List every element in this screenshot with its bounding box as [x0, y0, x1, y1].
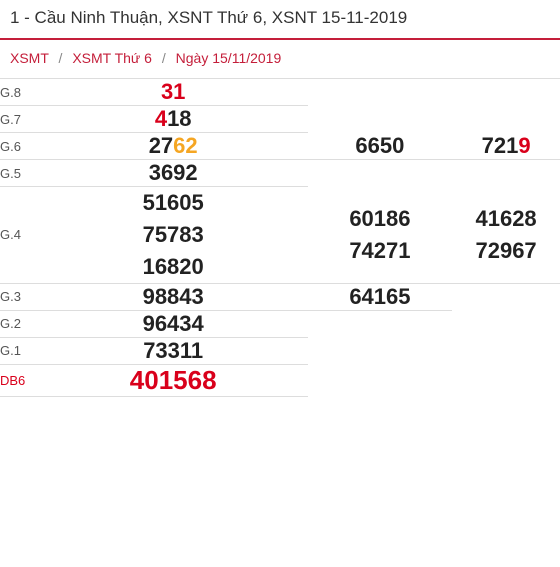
result-cell: 60186 74271	[308, 187, 453, 284]
digit-group: 64165	[349, 284, 410, 309]
breadcrumb-xsmt[interactable]: XSMT	[10, 50, 49, 66]
digit-group: 18	[167, 106, 191, 131]
breadcrumb-sep: /	[162, 50, 166, 66]
digit-group: 16820	[143, 254, 204, 279]
digit-group: 72967	[475, 238, 536, 263]
digit-group: 401568	[130, 365, 217, 395]
digit-group: 51605	[143, 190, 204, 215]
digit-group: 3692	[149, 160, 198, 185]
digit-group: 60186	[349, 206, 410, 231]
result-value: 72967	[452, 235, 560, 267]
result-value: 51605	[39, 187, 308, 219]
result-cell: 31	[39, 79, 308, 106]
row-label: G.7	[0, 106, 39, 133]
digit-group: 9	[518, 133, 530, 158]
result-value: 75783	[39, 219, 308, 251]
result-cell: 51605 75783 16820	[39, 187, 308, 284]
row-label: G.2	[0, 310, 39, 337]
breadcrumb: XSMT / XSMT Thứ 6 / Ngày 15/11/2019	[0, 40, 560, 79]
table-row: DB6 401568	[0, 364, 560, 396]
digit-group: 98843	[143, 284, 204, 309]
digit-group: 721	[482, 133, 519, 158]
digit-group: 96434	[143, 311, 204, 336]
digit-group: 31	[161, 79, 185, 104]
digit-group: 6650	[355, 133, 404, 158]
result-cell: 98843	[39, 283, 308, 310]
breadcrumb-date[interactable]: Ngày 15/11/2019	[176, 50, 282, 66]
breadcrumb-sep: /	[59, 50, 63, 66]
digit-group: 62	[173, 133, 197, 158]
result-cell: 7219	[452, 133, 560, 160]
row-label: G.5	[0, 160, 39, 187]
result-cell: 2762	[39, 133, 308, 160]
digit-group: 4	[155, 106, 167, 131]
row-label: G.1	[0, 337, 39, 364]
row-label: G.6	[0, 133, 39, 160]
digit-group: 41628	[475, 206, 536, 231]
row-label: DB6	[0, 364, 39, 396]
digit-group: 73311	[143, 338, 203, 363]
result-value: 74271	[308, 235, 453, 267]
breadcrumb-xsmt-thu6[interactable]: XSMT Thứ 6	[72, 50, 152, 66]
page-title: 1 - Cầu Ninh Thuận, XSNT Thứ 6, XSNT 15-…	[0, 0, 560, 38]
digit-group: 27	[149, 133, 173, 158]
table-row: G.3 98843 64165	[0, 283, 560, 310]
result-cell: 3692	[39, 160, 308, 187]
digit-group: 74271	[349, 238, 410, 263]
result-value: 60186	[308, 203, 453, 235]
table-row: G.5 3692	[0, 160, 560, 187]
row-label: G.8	[0, 79, 39, 106]
result-cell: 41628 72967	[452, 187, 560, 284]
row-label: G.4	[0, 187, 39, 284]
result-cell: 418	[39, 106, 308, 133]
table-row: G.6276266507219	[0, 133, 560, 160]
row-label: G.3	[0, 283, 39, 310]
result-value: 41628	[452, 203, 560, 235]
table-row: G.7418	[0, 106, 560, 133]
table-row: G.8 31	[0, 79, 560, 106]
result-cell: 401568	[39, 364, 308, 396]
results-table: G.831G.7418G.6276266507219G.53692G.45160…	[0, 79, 560, 397]
result-value: 16820	[39, 251, 308, 283]
result-cell: 6650	[308, 133, 453, 160]
table-row: G.4 51605 75783 16820 60186 74271 41628 72967	[0, 187, 560, 284]
result-cell: 96434	[39, 310, 308, 337]
result-cell: 73311	[39, 337, 308, 364]
table-row: G.2 96434	[0, 310, 560, 337]
table-row: G.1 73311	[0, 337, 560, 364]
digit-group: 75783	[143, 222, 204, 247]
result-cell: 64165	[308, 283, 453, 310]
